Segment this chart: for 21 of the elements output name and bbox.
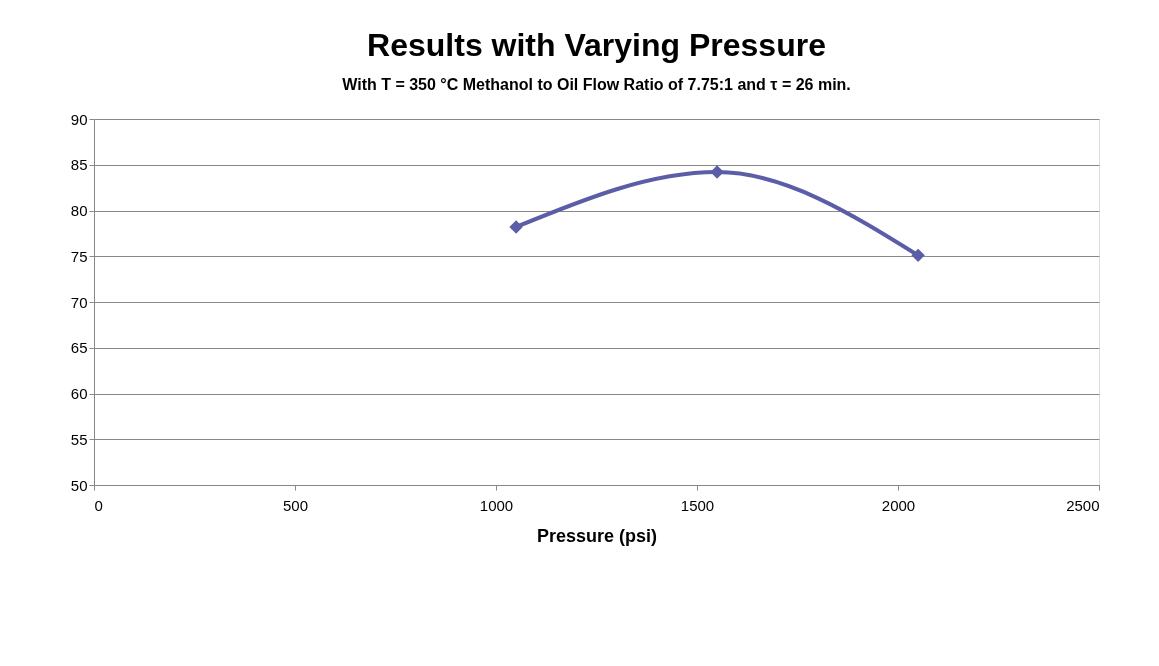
x-tick-label: 1500 [680,496,715,514]
y-tick-label: 65 [70,339,88,357]
y-tick-label: 55 [70,430,88,448]
y-tick-label: 85 [70,156,88,174]
x-tick-label: 2000 [881,496,916,514]
x-tick-label: 2500 [1066,496,1100,514]
point [710,165,724,179]
y-tick-label: 80 [70,202,88,219]
point [911,248,925,263]
chart-title: Results with Varying Pressure [367,27,826,63]
y-tick-label: 70 [70,293,88,311]
point [509,220,523,234]
chart-subtitle: With T = 350 °C Methanol to Oil Flow Ratio of 7.75:1 and τ = 26 min. [342,76,851,93]
y-tick-label: 50 [70,476,88,494]
x-tick-label: 0 [94,496,103,514]
y-tick-label: 75 [70,247,88,265]
y-tick-label: 60 [70,385,88,402]
x-axis-title: Pressure (psi) [536,525,658,546]
x-tick-label: 500 [282,496,309,514]
y-tick-label: 90 [70,110,88,128]
x-tick-label: 1000 [479,496,514,514]
